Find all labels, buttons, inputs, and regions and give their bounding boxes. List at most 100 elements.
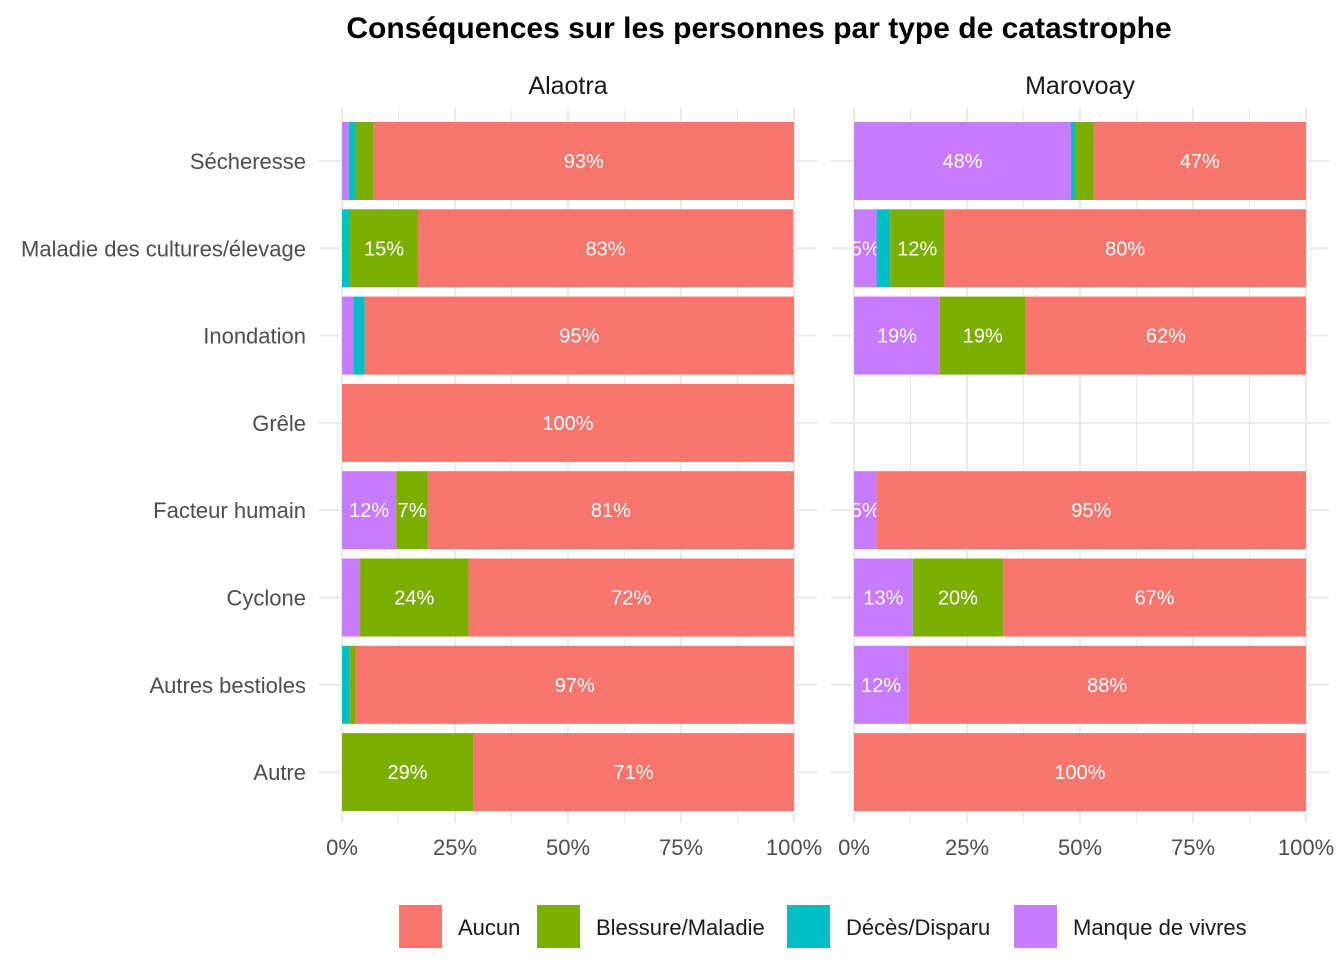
- y-tick-label: Sécheresse: [190, 149, 306, 174]
- legend-label: Blessure/Maladie: [596, 915, 765, 940]
- legend-key: [1014, 905, 1057, 948]
- x-tick-label: 75%: [1171, 835, 1215, 860]
- data-label: 5%: [851, 500, 880, 522]
- x-tick-label: 100%: [766, 835, 822, 860]
- y-tick-label: Grêle: [252, 411, 306, 436]
- x-tick-label: 50%: [1058, 835, 1102, 860]
- data-label: 88%: [1087, 675, 1127, 697]
- bar-segment: [364, 296, 794, 375]
- data-label: 67%: [1135, 588, 1175, 610]
- y-tick-label: Maladie des cultures/élevage: [21, 236, 306, 261]
- data-label: 97%: [555, 675, 595, 697]
- data-label: 47%: [1180, 151, 1220, 173]
- bar-segment: [944, 209, 1306, 288]
- data-label: 29%: [388, 762, 428, 784]
- x-tick-label: 0%: [326, 835, 358, 860]
- data-label: 72%: [611, 588, 651, 610]
- bar-segment: [876, 209, 891, 288]
- bar-segment: [355, 645, 794, 724]
- bar-segment: [854, 122, 1071, 200]
- x-tick-label: 75%: [659, 835, 703, 860]
- x-tick-label: 50%: [546, 835, 590, 860]
- bar-segment: [353, 296, 365, 375]
- bar-segment: [854, 209, 877, 288]
- bar-segment: [342, 558, 361, 637]
- data-label: 62%: [1146, 326, 1186, 348]
- bar-segment: [427, 471, 794, 550]
- bar-segment: [876, 471, 1306, 550]
- bar-segment: [342, 733, 474, 812]
- panel-marovoay: Marovoay 48% 47% 5% 12% 80% 19% 19% 62% 5% 95% 13% 2…: [831, 72, 1334, 860]
- legend-key: [399, 905, 442, 948]
- y-tick-label: Inondation: [203, 324, 306, 349]
- bar-segment: [854, 733, 1306, 812]
- bar-segment: [360, 558, 469, 637]
- data-label: 12%: [349, 500, 389, 522]
- y-tick-label: Cyclone: [227, 586, 306, 611]
- data-label: 12%: [861, 675, 901, 697]
- y-tick-label: Facteur humain: [153, 498, 306, 523]
- bar-segment: [854, 645, 909, 724]
- data-label: 93%: [564, 151, 604, 173]
- y-tick-label: Autres bestioles: [149, 673, 306, 698]
- bar-segment: [468, 558, 794, 637]
- x-tick-label: 25%: [945, 835, 989, 860]
- bar-segment: [939, 296, 1026, 375]
- data-label: 19%: [877, 326, 917, 348]
- bar-segment: [355, 122, 374, 200]
- data-label: 100%: [1054, 762, 1105, 784]
- bar-segment: [342, 471, 397, 550]
- data-label: 12%: [897, 238, 937, 260]
- facet-label: Alaotra: [528, 72, 607, 100]
- bar-segment: [1070, 122, 1076, 200]
- data-label: 20%: [938, 588, 978, 610]
- bar-segment: [396, 471, 428, 550]
- bar-segment: [854, 471, 877, 550]
- bar-segment: [908, 645, 1306, 724]
- bar-segment: [1025, 296, 1306, 375]
- chart-title: Conséquences sur les personnes par type …: [346, 12, 1171, 45]
- data-label: 80%: [1105, 238, 1145, 260]
- x-tick-label: 0%: [838, 835, 870, 860]
- bar-segment: [342, 296, 354, 375]
- bar-segment: [854, 558, 913, 637]
- bar-segment: [350, 209, 418, 288]
- bar-segment: [349, 645, 356, 724]
- legend-key: [537, 905, 580, 948]
- x-tick-label: 100%: [1278, 835, 1334, 860]
- data-label: 71%: [614, 762, 654, 784]
- data-label: 24%: [394, 588, 434, 610]
- bar-segment: [417, 209, 794, 288]
- bar-segment: [342, 122, 349, 200]
- data-label: 48%: [942, 151, 982, 173]
- legend-label: Aucun: [458, 915, 520, 940]
- data-label: 95%: [559, 326, 599, 348]
- data-label: 7%: [398, 500, 427, 522]
- legend-key: [787, 905, 830, 948]
- bar-segment: [1003, 558, 1306, 637]
- panel-alaotra: Alaotra 93% 15% 83% 95% 100% 12% 7% 81% 24% 72% 97%…: [319, 72, 822, 860]
- bar-segment: [348, 122, 356, 200]
- bar-segment: [342, 209, 351, 288]
- data-label: 81%: [591, 500, 631, 522]
- bar-segment: [854, 296, 940, 375]
- bar-segment: [890, 209, 945, 288]
- legend-label: Décès/Disparu: [846, 915, 990, 940]
- bar-segment: [1093, 122, 1306, 200]
- data-label: 19%: [963, 326, 1003, 348]
- data-label: 83%: [586, 238, 626, 260]
- data-label: 13%: [863, 588, 903, 610]
- x-tick-label: 25%: [433, 835, 477, 860]
- bar-segment: [912, 558, 1004, 637]
- bar-segment: [1075, 122, 1094, 200]
- legend-label: Manque de vivres: [1073, 915, 1247, 940]
- bar-segment: [473, 733, 794, 812]
- data-label: 95%: [1071, 500, 1111, 522]
- y-tick-label: Autre: [253, 760, 306, 785]
- bar-segment: [342, 383, 794, 462]
- bar-segment: [342, 645, 350, 724]
- data-label: 15%: [364, 238, 404, 260]
- facet-label: Marovoay: [1025, 72, 1135, 100]
- data-label: 100%: [542, 413, 593, 435]
